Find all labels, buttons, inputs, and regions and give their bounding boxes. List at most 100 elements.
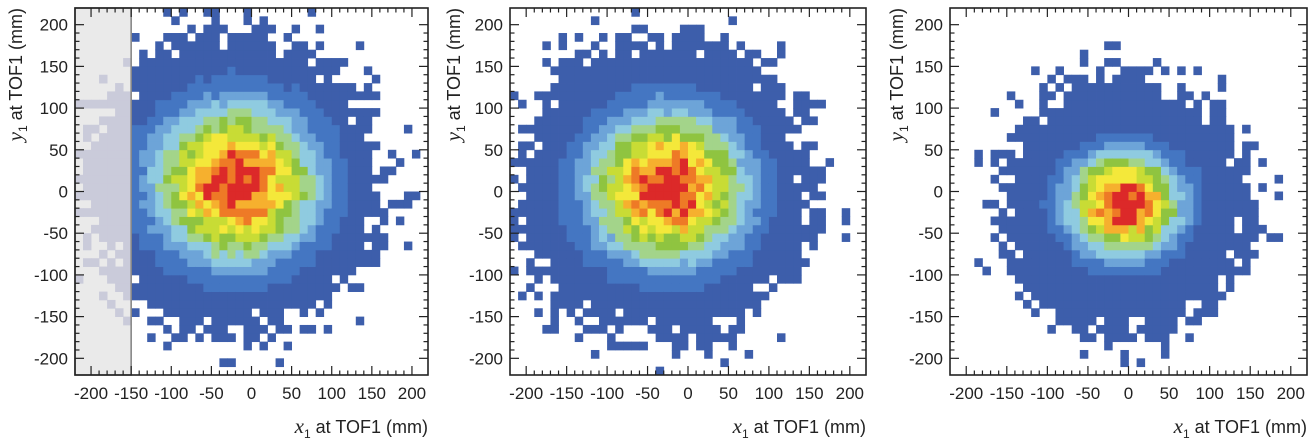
heatmap-bin	[744, 133, 754, 142]
heatmap-bin	[566, 191, 576, 201]
heatmap-bin	[147, 274, 156, 284]
heatmap-bin	[235, 241, 244, 251]
heatmap-bin	[323, 199, 333, 209]
heatmap-bin	[526, 233, 535, 242]
heatmap-bin	[550, 216, 559, 226]
heatmap-bin	[307, 174, 317, 184]
heatmap-bin	[323, 158, 333, 167]
heatmap-bin	[728, 216, 737, 226]
heatmap-bin	[631, 316, 640, 326]
heatmap-bin	[728, 299, 737, 309]
heatmap-bin	[582, 291, 592, 301]
heatmap-bin	[663, 199, 673, 209]
heatmap-bin	[736, 166, 746, 176]
heatmap-bin	[752, 224, 762, 234]
heatmap-bin	[566, 291, 576, 301]
heatmap-bin	[663, 174, 673, 184]
heatmap-bin	[550, 83, 559, 92]
heatmap-bin	[1063, 224, 1073, 234]
heatmap-bin	[671, 91, 681, 101]
heatmap-bin	[219, 324, 228, 334]
heatmap-bin	[1063, 158, 1073, 167]
heatmap-bin	[679, 133, 689, 142]
heatmap-bin	[339, 116, 349, 126]
heatmap-bin	[267, 274, 276, 284]
heatmap-bin	[203, 291, 212, 301]
heatmap-bin	[574, 233, 584, 242]
x-tick-label: 0	[1124, 384, 1133, 403]
heatmap-bin	[1217, 108, 1227, 117]
heatmap-bin	[542, 224, 551, 234]
x-tick-label: 0	[247, 384, 256, 403]
heatmap-bin	[974, 149, 983, 159]
heatmap-bin	[323, 291, 333, 301]
heatmap-bin	[801, 224, 810, 234]
heatmap-bin	[267, 266, 276, 276]
heatmap-bin	[1185, 216, 1194, 226]
heatmap-bin	[203, 141, 212, 151]
heatmap-bin	[363, 116, 373, 126]
heatmap-bin	[1185, 291, 1194, 301]
heatmap-bin	[1039, 91, 1048, 101]
heatmap-bin	[1160, 199, 1170, 209]
heatmap-bin	[1152, 83, 1162, 92]
heatmap-bin	[307, 324, 317, 334]
heatmap-bin	[671, 258, 681, 267]
heatmap-bin	[1023, 233, 1032, 242]
heatmap-bin	[1087, 199, 1097, 209]
y-tick-label: -200	[34, 349, 68, 368]
heatmap-bin	[550, 208, 559, 217]
heatmap-bin	[1250, 233, 1259, 242]
heatmap-bin	[1201, 199, 1211, 209]
heatmap-bin	[267, 91, 276, 101]
heatmap-bin	[1152, 216, 1162, 226]
heatmap-bin	[1079, 149, 1089, 159]
heatmap-bin	[752, 274, 762, 284]
heatmap-bin	[760, 91, 770, 101]
heatmap-bin	[1217, 141, 1227, 151]
heatmap-bin	[211, 308, 220, 318]
heatmap-bin	[671, 58, 681, 67]
heatmap-bin	[227, 158, 236, 167]
heatmap-bin	[355, 108, 365, 117]
heatmap-bin	[291, 241, 301, 251]
heatmap-bin	[720, 333, 729, 343]
heatmap-bin	[307, 183, 317, 192]
heatmap-bin	[267, 158, 276, 167]
heatmap-bin	[251, 41, 260, 51]
heatmap-bin	[1209, 174, 1219, 184]
heatmap-bin	[211, 224, 220, 234]
heatmap-bin	[998, 224, 1008, 234]
y-tick-label: 150	[40, 57, 68, 76]
heatmap-bin	[671, 49, 681, 59]
heatmap-bin	[639, 141, 648, 151]
heatmap-bin	[647, 199, 657, 209]
heatmap-bin	[1055, 241, 1064, 251]
heatmap-bin	[1079, 233, 1089, 242]
heatmap-bin	[275, 116, 284, 126]
heatmap-bin	[1063, 316, 1073, 326]
heatmap-bin	[275, 141, 284, 151]
heatmap-bin	[809, 191, 818, 201]
heatmap-bin	[339, 208, 349, 217]
heatmap-bin	[728, 66, 737, 76]
heatmap-bin	[566, 241, 576, 251]
heatmap-bin	[163, 241, 172, 251]
heatmap-bin	[259, 291, 268, 301]
heatmap-bin	[785, 174, 794, 184]
heatmap-bin	[323, 283, 333, 292]
heatmap-bin	[187, 133, 196, 142]
heatmap-bin	[1055, 174, 1064, 184]
heatmap-bin	[744, 141, 754, 151]
heatmap-bin	[1039, 249, 1048, 259]
heatmap-bin	[1112, 91, 1121, 101]
heatmap-bin	[599, 49, 608, 59]
heatmap-bin	[179, 149, 188, 159]
heatmap-bin	[339, 224, 349, 234]
heatmap-bin	[566, 83, 576, 92]
heatmap-bin	[607, 316, 616, 326]
heatmap-bin	[147, 316, 156, 326]
heatmap-bin	[339, 149, 349, 159]
heatmap-bin	[768, 91, 778, 101]
heatmap-bin	[736, 108, 746, 117]
